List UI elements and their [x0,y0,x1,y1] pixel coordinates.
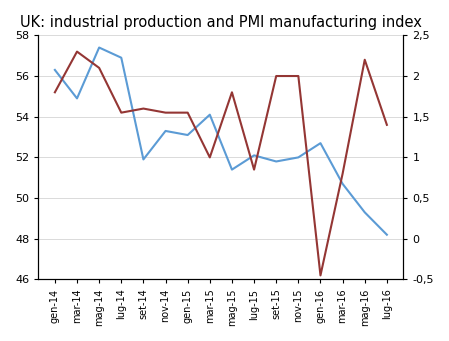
Title: UK: industrial production and PMI manufacturing index: UK: industrial production and PMI manufa… [20,15,422,30]
